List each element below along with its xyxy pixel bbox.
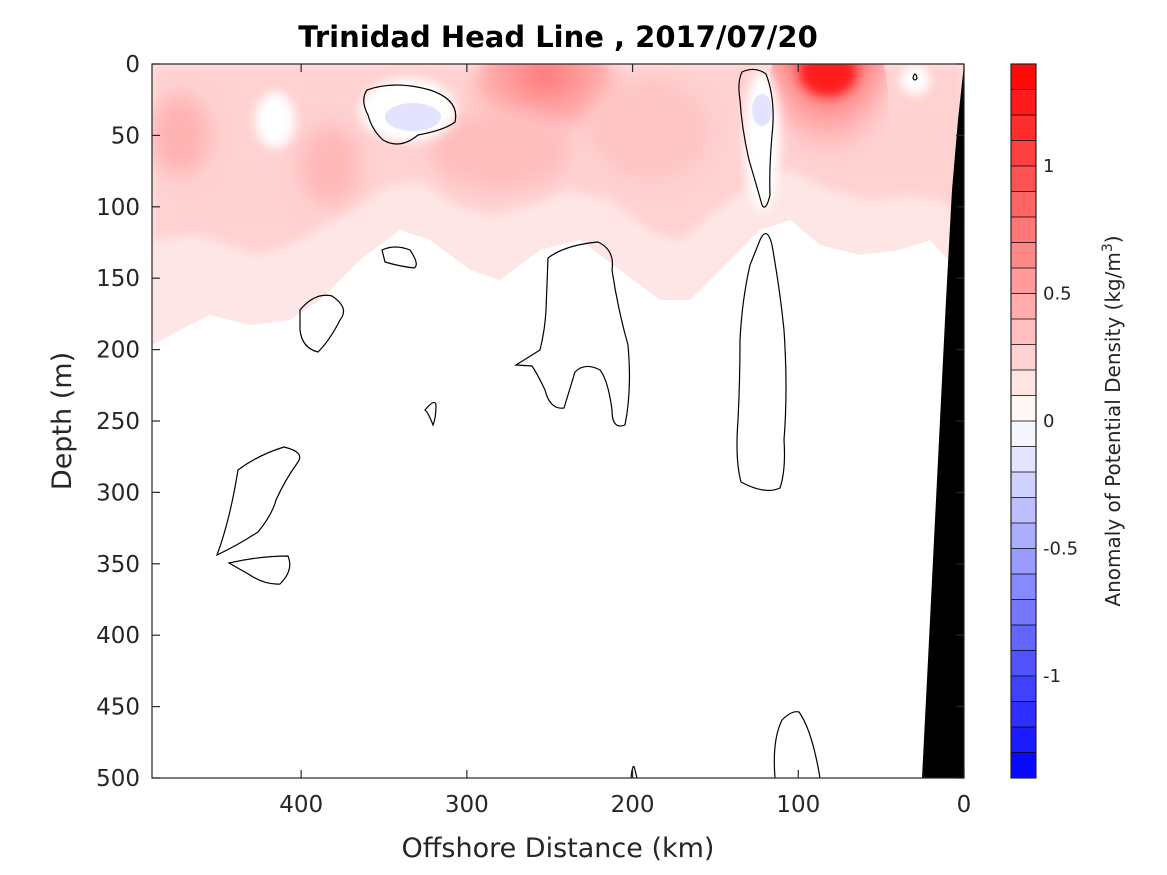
colorbar-label-text: Anomaly of Potential Density (kg/m	[1101, 252, 1125, 606]
y-axis-ticks: 0 50 100 150 200 250 300 350 400 450 500	[96, 52, 964, 792]
colorbar-ticks: -1 -0.5 0 0.5 1	[1031, 156, 1078, 687]
contour-deep-west-2	[227, 555, 291, 585]
colorbar-level	[1011, 370, 1036, 396]
contour-upper-west	[363, 84, 457, 145]
y-tick-label: 300	[96, 480, 140, 506]
colorbar-tick-label: -1	[1043, 666, 1061, 687]
neutral-gap-1	[255, 92, 295, 148]
y-tick-label: 150	[96, 266, 140, 292]
colorbar-level	[1011, 395, 1036, 422]
colorbar-level	[1011, 344, 1036, 371]
colorbar-level	[1011, 727, 1036, 753]
positive-hotspot	[768, 64, 888, 195]
colorbar-level	[1011, 752, 1036, 779]
contour-upper-east	[738, 68, 774, 208]
positive-hotspot-core	[800, 64, 856, 96]
colorbar-level	[1011, 293, 1036, 320]
colorbar-level	[1011, 89, 1036, 116]
y-tick-label: 200	[96, 338, 140, 364]
y-axis-label: Depth (m)	[47, 352, 78, 490]
zero-contours	[215, 68, 918, 778]
y-tick-label: 50	[111, 123, 140, 149]
colorbar-level	[1011, 421, 1036, 447]
colorbar-tick-label: 0.5	[1043, 284, 1072, 305]
y-tick-label: 350	[96, 552, 140, 578]
y-tick-label: 500	[96, 766, 140, 792]
colorbar-level	[1011, 472, 1036, 498]
colorbar-level	[1011, 676, 1036, 702]
x-tick-label: 300	[445, 792, 489, 818]
colorbar-level	[1011, 115, 1036, 141]
colorbar-label-superscript: 3	[1100, 243, 1116, 252]
colorbar-level	[1011, 701, 1036, 728]
x-axis-label: Offshore Distance (km)	[402, 833, 715, 864]
colorbar-level	[1011, 497, 1036, 524]
contour-bottom-small	[630, 765, 638, 778]
colorbar-level	[1011, 166, 1036, 192]
colorbar-level	[1011, 446, 1036, 473]
colorbar-label-suffix: )	[1101, 235, 1125, 243]
colorbar-level	[1011, 625, 1036, 651]
y-tick-label: 0	[125, 52, 140, 78]
anomaly-field	[152, 64, 964, 778]
colorbar-level	[1011, 268, 1036, 294]
warm-blob-east	[590, 80, 710, 180]
contour-small-3	[424, 401, 437, 427]
x-tick-label: 0	[957, 792, 972, 818]
colorbar-level	[1011, 191, 1036, 218]
bathymetry	[922, 64, 964, 778]
colorbar-level	[1011, 599, 1036, 626]
neutral-gap-3	[744, 70, 780, 210]
warm-blob-west	[152, 95, 210, 175]
y-tick-label: 100	[96, 195, 140, 221]
colorbar-label: Anomaly of Potential Density (kg/m3)	[1100, 235, 1125, 606]
contour-column	[736, 233, 787, 492]
warm-blob-center-2	[430, 110, 570, 190]
colorbar	[1010, 63, 1037, 779]
colorbar-level	[1011, 64, 1036, 90]
colorbar-level	[1011, 140, 1036, 167]
colorbar-level	[1011, 650, 1036, 677]
contour-deep-west	[215, 446, 301, 557]
x-tick-label: 100	[776, 792, 820, 818]
contour-small-1	[381, 246, 417, 269]
colorbar-tick-label: 0	[1043, 411, 1054, 432]
colorbar-tick-label: 1	[1043, 156, 1054, 177]
contour-deep-east	[773, 711, 821, 778]
colorbar-level	[1011, 574, 1036, 600]
y-tick-label: 250	[96, 409, 140, 435]
x-tick-label: 200	[611, 792, 655, 818]
colorbar-tick-label: -0.5	[1043, 539, 1078, 560]
contour-mid	[514, 241, 631, 427]
x-axis-ticks: 400 300 200 100 0	[279, 64, 971, 818]
warm-blob-mid-west	[300, 125, 360, 205]
colorbar-level	[1011, 523, 1036, 549]
colorbar-level	[1011, 242, 1036, 269]
x-tick-label: 400	[279, 792, 323, 818]
y-tick-label: 400	[96, 623, 140, 649]
colorbar-level	[1011, 319, 1036, 345]
contour-tiny-surface	[912, 73, 918, 81]
negative-patch-1	[385, 103, 441, 131]
negative-patch-2	[752, 94, 772, 126]
colorbar-level	[1011, 548, 1036, 575]
chart-title: Trinidad Head Line , 2017/07/20	[298, 20, 818, 54]
y-tick-label: 450	[96, 695, 140, 721]
contour-small-2	[299, 294, 345, 353]
colorbar-level	[1011, 217, 1036, 243]
